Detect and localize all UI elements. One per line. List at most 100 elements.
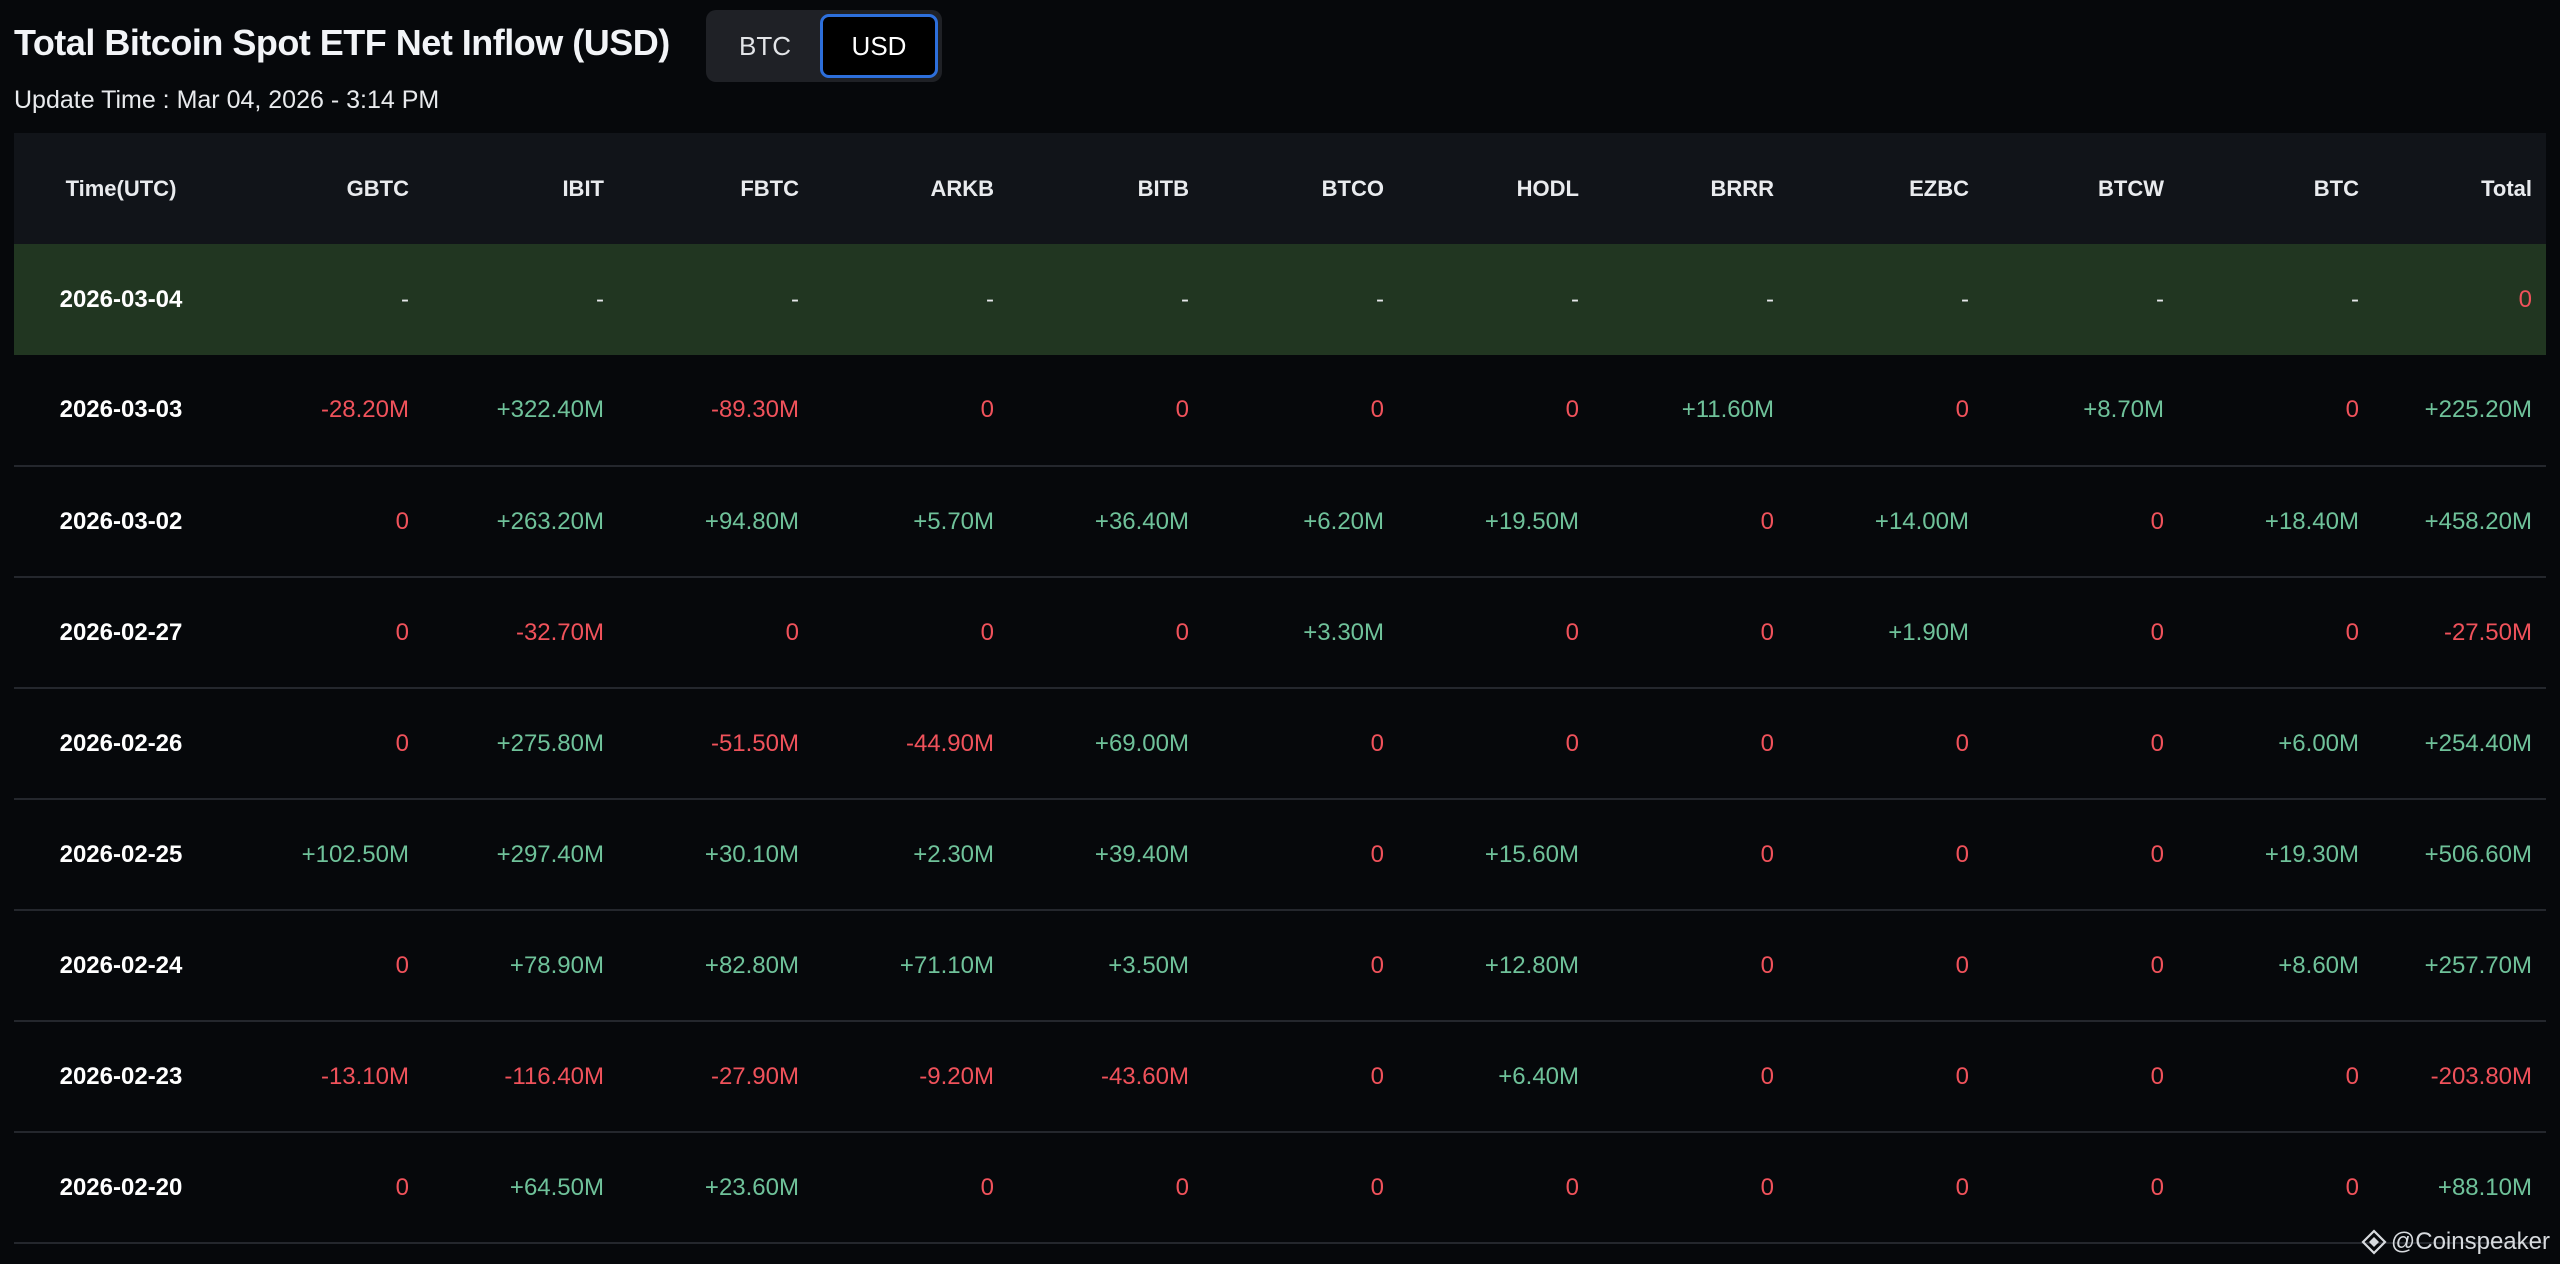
column-header-gbtc[interactable]: GBTC: [346, 175, 409, 201]
flow-cell: +30.10M: [704, 840, 799, 868]
flow-cell: +6.00M: [2278, 729, 2359, 757]
column-header-hodl[interactable]: HODL: [1516, 175, 1579, 201]
flow-cell: 0: [2150, 507, 2164, 535]
flow-cell: +3.50M: [1108, 951, 1189, 979]
flow-cell: -28.20M: [320, 396, 409, 423]
flow-cell: +19.50M: [1484, 507, 1579, 535]
toggle-btc-button[interactable]: BTC: [739, 30, 791, 61]
table-row: 2026-02-23 -13.10M -116.40M -27.90M -9.20M -4…: [14, 1021, 2546, 1132]
flow-cell: +14.00M: [1874, 507, 1969, 535]
flow-cell: -: [596, 285, 604, 313]
flow-cell: 0: [1565, 618, 1579, 646]
total-cell: +458.20M: [2424, 507, 2532, 535]
flow-cell: +19.30M: [2264, 840, 2359, 868]
flow-cell: 0: [2150, 618, 2164, 646]
column-header-arkb[interactable]: ARKB: [930, 175, 994, 201]
flow-cell: 0: [1760, 1062, 1774, 1090]
page-title: Total Bitcoin Spot ETF Net Inflow (USD): [14, 22, 670, 63]
flow-cell: +6.20M: [1303, 507, 1384, 535]
flow-cell: +3.30M: [1303, 618, 1384, 646]
flow-cell: 0: [2345, 1173, 2359, 1201]
date-cell: 2026-03-04: [59, 285, 183, 313]
flow-cell: 0: [1565, 1173, 1579, 1201]
column-header-btco[interactable]: BTCO: [1321, 175, 1384, 201]
flow-cell: +36.40M: [1094, 507, 1189, 535]
column-header-ibit[interactable]: IBIT: [562, 175, 604, 201]
column-header-bitb[interactable]: BITB: [1137, 175, 1189, 201]
column-header-btc[interactable]: BTC: [2313, 175, 2359, 201]
etf-flow-table: Time(UTC) GBTC IBIT FBTC ARKB BITB BTCO HODL BRR…: [14, 133, 2546, 1244]
date-cell: 2026-02-24: [59, 951, 183, 979]
flow-cell: -: [1181, 285, 1189, 313]
flow-cell: +297.40M: [496, 840, 604, 868]
flow-cell: 0: [395, 1173, 409, 1201]
total-cell: +254.40M: [2424, 729, 2532, 757]
total-cell: +88.10M: [2437, 1173, 2532, 1201]
flow-cell: +11.60M: [1681, 396, 1774, 423]
flow-cell: 0: [1955, 1062, 1969, 1090]
flow-cell: 0: [395, 951, 409, 979]
update-time: Update Time : Mar 04, 2026 - 3:14 PM: [14, 86, 440, 114]
column-header-fbtc[interactable]: FBTC: [740, 175, 799, 201]
date-cell: 2026-03-02: [59, 507, 183, 535]
toggle-usd-button[interactable]: USD: [820, 14, 938, 78]
total-cell: +225.20M: [2424, 396, 2532, 423]
flow-cell: 0: [1955, 1173, 1969, 1201]
flow-cell: 0: [2150, 729, 2164, 757]
flow-cell: 0: [1955, 951, 1969, 979]
flow-cell: -43.60M: [1100, 1062, 1189, 1090]
column-header-total[interactable]: Total: [2481, 175, 2532, 201]
flow-cell: +18.40M: [2264, 507, 2359, 535]
flow-cell: 0: [2345, 396, 2359, 423]
flow-cell: +15.60M: [1484, 840, 1579, 868]
column-header-brrr[interactable]: BRRR: [1710, 175, 1774, 201]
flow-cell: 0: [1955, 396, 1969, 423]
flow-cell: -9.20M: [919, 1062, 994, 1090]
flow-cell: 0: [1760, 951, 1774, 979]
flow-cell: +71.10M: [899, 951, 994, 979]
column-header-btcw[interactable]: BTCW: [2098, 175, 2164, 201]
flow-cell: +322.40M: [496, 396, 604, 423]
flow-cell: +12.80M: [1484, 951, 1579, 979]
table-row: 2026-03-03 -28.20M +322.40M -89.30M 0 0 0 0 +11.…: [14, 355, 2546, 466]
column-header-time[interactable]: Time(UTC): [65, 175, 177, 201]
flow-cell: -: [1571, 285, 1579, 313]
table-row: 2026-03-04 - - - - - - - - - - - 0: [14, 244, 2546, 355]
flow-cell: 0: [785, 618, 799, 646]
flow-cell: -44.90M: [905, 729, 994, 757]
flow-cell: -: [1961, 285, 1969, 313]
flow-cell: 0: [2150, 951, 2164, 979]
flow-cell: 0: [1370, 396, 1384, 423]
flow-cell: 0: [1760, 1173, 1774, 1201]
flow-cell: 0: [980, 618, 994, 646]
flow-cell: 0: [2150, 1062, 2164, 1090]
flow-cell: 0: [1760, 507, 1774, 535]
flow-cell: +8.60M: [2278, 951, 2359, 979]
total-cell: -27.50M: [2443, 618, 2532, 646]
flow-cell: -89.30M: [710, 396, 799, 423]
flow-cell: +78.90M: [509, 951, 604, 979]
flow-cell: +39.40M: [1094, 840, 1189, 868]
flow-cell: 0: [980, 1173, 994, 1201]
flow-cell: -51.50M: [710, 729, 799, 757]
flow-cell: -27.90M: [710, 1062, 799, 1090]
flow-cell: -: [401, 285, 409, 313]
total-cell: -203.80M: [2430, 1062, 2532, 1090]
flow-cell: +102.50M: [301, 840, 409, 868]
flow-cell: +69.00M: [1094, 729, 1189, 757]
flow-cell: +1.90M: [1888, 618, 1969, 646]
column-header-ezbc[interactable]: EZBC: [1909, 175, 1969, 201]
flow-cell: 0: [1370, 729, 1384, 757]
flow-cell: 0: [2150, 840, 2164, 868]
flow-cell: +64.50M: [509, 1173, 604, 1201]
flow-cell: +5.70M: [913, 507, 994, 535]
flow-cell: 0: [1955, 729, 1969, 757]
currency-toggle: BTC USD: [706, 10, 942, 82]
table-row: 2026-02-24 0 +78.90M +82.80M +71.10M +3.50M 0 +…: [14, 910, 2546, 1021]
table-row: 2026-03-02 0 +263.20M +94.80M +5.70M +36.40M +…: [14, 466, 2546, 577]
flow-cell: 0: [1565, 396, 1579, 423]
flow-cell: 0: [1760, 840, 1774, 868]
table-row: 2026-02-20 0 +64.50M +23.60M 0 0 0 0 0 0 0 0 +88.10M: [14, 1132, 2546, 1243]
flow-cell: 0: [395, 729, 409, 757]
